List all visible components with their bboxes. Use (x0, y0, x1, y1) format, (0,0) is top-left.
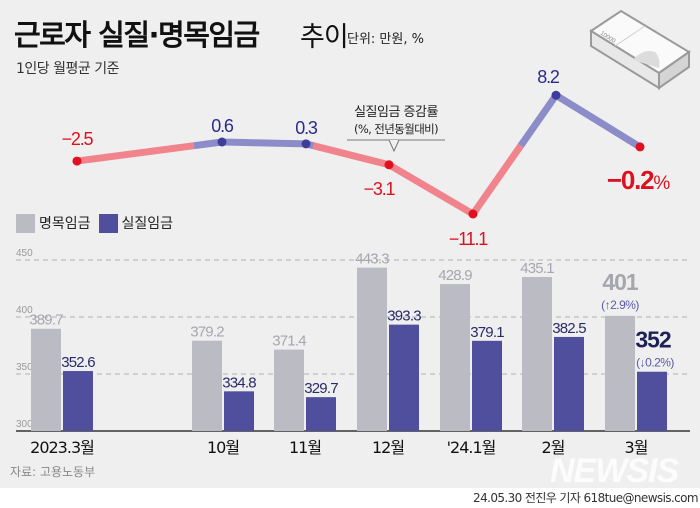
line-value-label: −3.1 (364, 179, 396, 199)
line-annotation-title: 실질임금 증감률 (354, 105, 438, 120)
legend-label-real: 실질임금 (121, 216, 174, 232)
line-annotation-sub: (%, 전년동월대비) (353, 122, 439, 136)
x-tick-label: 11월 (289, 438, 321, 457)
bar-nominal (440, 284, 470, 431)
credit-line: 24.05.30 전진우 기자 618tue@newsis.com (473, 491, 699, 505)
annotation-pointer-icon (388, 139, 400, 153)
line-value-label: −2.5 (62, 129, 94, 149)
y-tick-label: 450 (16, 248, 33, 259)
subtitle: 1인당 월평균 기준 (16, 61, 119, 77)
line-point (384, 160, 394, 170)
x-tick-label: 2023.3월 (30, 438, 94, 457)
bar-nominal (605, 315, 635, 431)
bar-nominal (357, 267, 387, 431)
bar-label-nominal: 371.4 (272, 333, 306, 350)
y-tick-label: 400 (16, 305, 33, 316)
x-tick-label: '24.1월 (447, 438, 496, 457)
line-point (217, 137, 227, 147)
bar-label-nominal: 401 (602, 269, 639, 295)
change-label-nominal: (↑2.9%) (601, 298, 639, 312)
page-title: 근로자 실질·명목임금 (14, 18, 260, 52)
line-value-label: −11.1 (449, 229, 488, 249)
line-point (635, 142, 645, 152)
legend-swatch-real (98, 213, 118, 233)
line-value-label: 0.3 (295, 118, 318, 138)
x-tick-label: 10월 (207, 438, 239, 457)
y-tick-label: 300 (16, 419, 33, 430)
line-segment (76, 142, 195, 165)
line-segment (517, 93, 559, 148)
line-value-suffix: % (653, 173, 670, 194)
line-point (468, 209, 478, 219)
bar-nominal (192, 340, 222, 431)
bar-real (472, 340, 502, 431)
line-segment (312, 142, 390, 169)
bar-real (306, 397, 336, 431)
legend-item-real: 실질임금 (98, 213, 174, 233)
bar-label-real: 393.3 (387, 308, 421, 325)
bar-label-nominal: 443.3 (355, 251, 389, 268)
line-segment (470, 143, 524, 217)
line-point (72, 156, 82, 166)
line-point (301, 139, 311, 149)
bar-real (389, 324, 419, 431)
page-title-suffix: 추이 (300, 15, 349, 54)
x-tick-label: 3월 (625, 438, 648, 457)
bar-label-nominal: 379.2 (190, 324, 224, 341)
x-tick-label: 2월 (542, 438, 565, 457)
bar-label-nominal: 435.1 (520, 260, 554, 277)
bar-label-real: 334.8 (222, 374, 256, 391)
title-suffix-text: 추이 (300, 22, 349, 53)
legend-item-nominal: 명목임금 (16, 213, 91, 233)
bar-real (554, 336, 584, 431)
bar-label-nominal: 428.9 (438, 267, 472, 284)
unit-label: 단위: 만원, % (347, 32, 424, 47)
source-note: 자료: 고용노동부 (10, 465, 96, 479)
line-segment (387, 161, 475, 218)
legend-label-nominal: 명목임금 (39, 216, 91, 232)
bar-label-real: 379.1 (470, 324, 504, 341)
bar-label-real: 382.5 (552, 320, 586, 337)
x-tick-label: 12월 (372, 438, 404, 457)
line-point (551, 90, 561, 100)
bar-nominal (31, 328, 61, 431)
bar-label-nominal: 389.7 (29, 312, 63, 329)
bar-nominal (274, 349, 304, 431)
newsis-watermark-logo: NEWSIS (550, 452, 679, 490)
line-value-label: −0.2% (607, 165, 671, 195)
y-tick-label: 350 (16, 362, 33, 373)
line-segment (193, 138, 223, 150)
bar-label-real: 352 (635, 327, 671, 353)
line-segment (554, 92, 640, 149)
bar-label-real: 352.6 (61, 354, 95, 371)
line-annotation: 실질임금 증감률 (%, 전년동월대비) (340, 101, 452, 137)
bar-label-real: 329.7 (304, 380, 338, 397)
line-value-label: 0.6 (211, 116, 234, 136)
bar-real (224, 391, 254, 431)
legend-swatch-nominal (16, 213, 35, 233)
chart-legend: 명목임금 실질임금 (16, 213, 181, 233)
line-value-label: 8.2 (537, 67, 560, 87)
bar-nominal (522, 276, 552, 431)
line-segment (221, 138, 307, 148)
bar-real (637, 371, 667, 431)
change-label-real: (↓0.2%) (636, 356, 674, 370)
bar-real (63, 371, 93, 431)
